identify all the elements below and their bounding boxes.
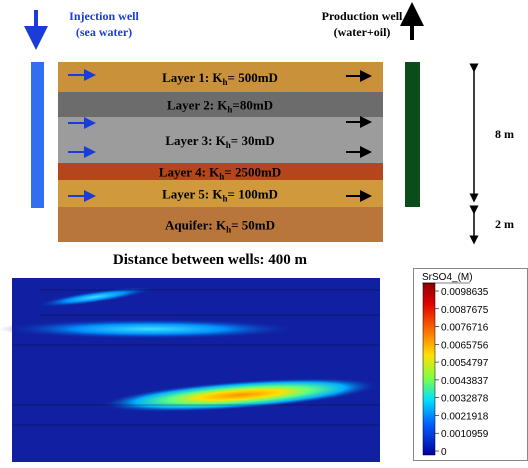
layer-name: Layer 1: K [162,70,223,85]
layer-value: = 30mD [231,133,275,148]
layer-name: Layer 3: K [165,133,226,148]
colorbar-label: 0.0098635 [441,287,489,298]
distance-label: Distance between wells: 400 m [113,252,308,268]
colorbar-label: 0.0087675 [441,305,489,316]
colorbar-label: 0.0054797 [441,358,489,369]
colorbar-label: 0.0076716 [441,323,489,334]
production-title: Production well [322,9,403,23]
layer-value: = 50mD [231,218,275,233]
injection-well [31,62,44,208]
simulation-field [0,278,381,462]
colorbar-label: 0.0032878 [441,394,489,405]
colorbar [423,283,435,455]
layer-name: Layer 4: K [159,165,220,180]
colorbar-label: 0.0010959 [441,429,489,440]
layer-label: Layer 1: Kh= 500mD [162,70,278,87]
layer-name: Aquifer: K [165,218,227,233]
layer-value: = 2500mD [224,165,281,180]
layer-label: Layer 3: Kh= 30mD [165,133,274,150]
production-well [405,62,420,207]
dimension-label: 8 m [495,127,514,141]
colorbar-label: 0.0065756 [441,340,489,351]
layer-label: Layer 5: Kh= 100mD [162,187,278,204]
layer-name: Layer 5: K [162,187,223,202]
colorbar-label: 0.0043837 [441,376,489,387]
dimension-label: 2 m [495,217,514,231]
layer-name: Layer 2: K [167,98,228,113]
layer-value: = 500mD [228,70,278,85]
colorbar-label: 0 [441,447,447,458]
production-subtitle: (water+oil) [334,25,391,39]
figure: Layer 1: Kh= 500mDLayer 2: Kh=80mDLayer … [0,0,528,468]
layer-value: = 100mD [228,187,278,202]
colorbar-label: 0.0021918 [441,411,489,422]
layer-label: Layer 2: Kh=80mD [167,98,273,115]
layer-label: Aquifer: Kh= 50mD [165,218,275,235]
colorbar-title: SrSO4_(M) [422,272,473,283]
layer-value: =80mD [232,98,273,113]
injection-title: Injection well [69,9,139,23]
injection-subtitle: (sea water) [76,25,132,39]
